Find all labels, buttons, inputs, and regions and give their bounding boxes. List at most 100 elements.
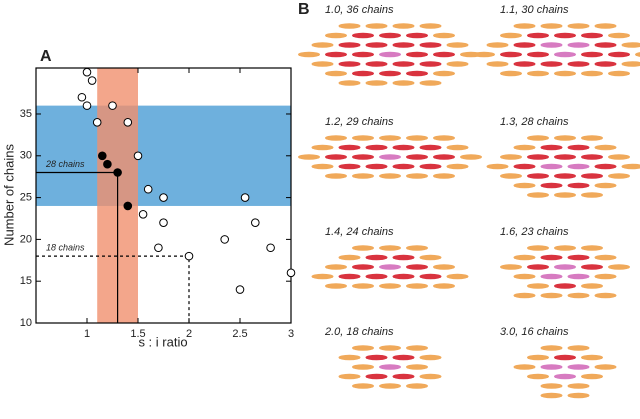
chain: [365, 273, 388, 280]
data-point: [133, 151, 143, 161]
chain: [379, 154, 401, 160]
x-axis-label: s : i ratio: [138, 334, 187, 349]
chain: [567, 182, 590, 189]
chain: [540, 383, 563, 389]
chain: [406, 245, 428, 251]
chain: [608, 32, 630, 39]
chain: [513, 42, 536, 48]
y-tick-label: 30: [20, 150, 32, 162]
data-point: [103, 159, 112, 169]
chain: [352, 70, 374, 77]
panel-label: B: [298, 1, 310, 18]
data-point: [138, 210, 148, 219]
chain: [527, 283, 549, 289]
chain: [460, 154, 482, 160]
chain: [379, 345, 401, 351]
chain: [567, 292, 590, 299]
chain: [500, 51, 522, 58]
chain: [365, 144, 388, 151]
y-tick-label: 15: [20, 275, 32, 287]
chain: [311, 273, 334, 280]
chain: [513, 163, 536, 170]
data-point: [159, 193, 168, 202]
data-point: [159, 218, 168, 227]
chain: [540, 254, 563, 261]
chain: [433, 264, 455, 270]
chain: [540, 42, 563, 48]
chain: [352, 364, 374, 370]
chain: [540, 273, 563, 280]
chain: [406, 283, 428, 289]
chain: [540, 163, 563, 170]
chain: [527, 51, 549, 58]
chain: [392, 163, 415, 170]
data-point: [235, 285, 245, 294]
data-point: [123, 118, 133, 127]
chain: [567, 254, 590, 261]
chain: [419, 23, 442, 29]
chain: [352, 264, 374, 270]
chain: [352, 135, 374, 141]
chain: [298, 154, 320, 160]
chain: [419, 61, 442, 67]
chain: [513, 23, 536, 29]
chain: [513, 364, 536, 370]
chain: [527, 264, 549, 270]
chain: [594, 364, 617, 370]
diagram-caption: 1.4, 24 chains: [325, 226, 394, 238]
chain: [527, 354, 549, 361]
chain: [621, 163, 640, 170]
chain: [554, 32, 576, 39]
chain: [419, 373, 442, 380]
data-point: [87, 76, 97, 85]
chain: [379, 135, 401, 141]
chain: [379, 32, 401, 39]
chain: [446, 163, 469, 170]
diagram-caption: 1.6, 23 chains: [500, 226, 569, 238]
chain: [608, 173, 630, 179]
chain: [406, 32, 428, 39]
chain: [325, 70, 347, 77]
chain: [365, 42, 388, 48]
chain: [581, 51, 603, 58]
chain: [500, 264, 522, 270]
chain: [621, 42, 640, 48]
chain: [446, 42, 469, 48]
chain: [594, 23, 617, 29]
chain: [567, 345, 590, 351]
chain: [513, 61, 536, 67]
chain: [406, 383, 428, 389]
chain: [554, 373, 576, 380]
chain: [433, 283, 455, 289]
chain: [379, 283, 401, 289]
chain: [446, 273, 469, 280]
chain: [311, 61, 334, 67]
chain: [540, 61, 563, 67]
chain: [379, 264, 401, 270]
chain: [392, 61, 415, 67]
chain: [527, 245, 549, 251]
chain: [433, 70, 455, 77]
chain: [433, 173, 455, 179]
chain: [406, 364, 428, 370]
chain: [365, 354, 388, 361]
chain: [433, 51, 455, 58]
data-point: [251, 218, 260, 227]
diagram-caption: 1.0, 36 chains: [325, 4, 394, 16]
x-tick-label: 2: [186, 328, 192, 340]
chain: [446, 144, 469, 151]
chain: [635, 52, 640, 57]
chain: [567, 163, 590, 170]
chain: [298, 51, 320, 58]
chain: [325, 173, 347, 179]
chain: [554, 154, 576, 160]
chain: [527, 135, 549, 141]
chain: [486, 42, 509, 48]
chain: [594, 292, 617, 299]
chain: [338, 23, 361, 29]
chain: [581, 245, 603, 251]
data-point: [286, 268, 296, 278]
data-point: [82, 101, 92, 110]
chain: [311, 42, 334, 48]
